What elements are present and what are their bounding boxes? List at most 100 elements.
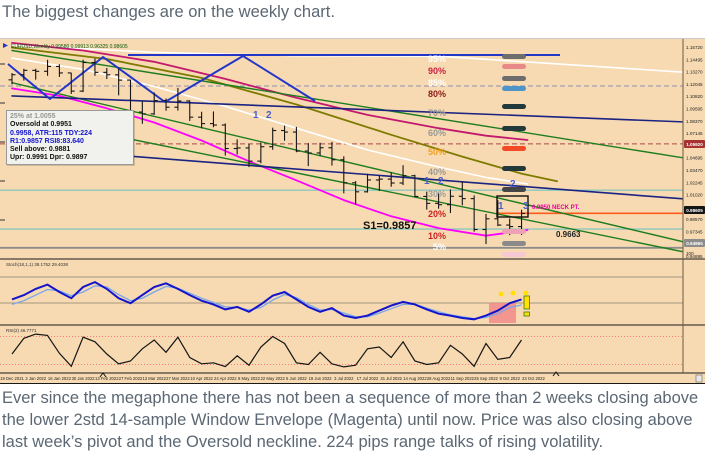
percent-label: 30% [428,189,446,199]
drawing-megaphone [7,55,316,103]
rsi-line [11,333,522,368]
wave-number: 1 [498,201,504,212]
price-tick: 0.97345 [686,230,703,235]
info-line-oversold: Oversold at 0.9951 [10,121,72,129]
exclamation-dot-icon [523,311,530,317]
date-tick: 3 Jul 2022 [334,376,354,381]
marker-pill [502,146,526,151]
date-tick: 25 Sep 2022 [474,376,498,381]
info-line-r1-rsi: R1:0.9857 RSI8:83.640 [10,137,84,145]
stoch-d-line [11,285,522,320]
wave-number: 1 [253,110,259,121]
info-line-atr: 0.9958, ATR:115 TDY:224 [10,129,92,137]
percent-label: 10% [428,231,446,241]
price-highlight-text: 0.98605 [686,208,703,213]
price-tick: 1.12045 [686,82,703,87]
date-axis[interactable]: 19 Dec 2021 2 Jan 2022 16 Jan 2022 30 Jan 2… [0,376,545,381]
percent-label: 20% [428,209,446,219]
wave-number: 1 [424,176,430,187]
stoch-k-line [11,280,522,321]
price-tick: 0.94895 [686,254,703,259]
alert-dot-icon [523,290,529,296]
wave-number: 2 [266,110,272,121]
overlay-pivot-navy-1 [11,95,683,123]
date-tick: 24 Apr 2022 [214,376,237,381]
overlay-envelope-upper [11,42,529,141]
price-tick: 1.09595 [686,107,703,112]
date-tick: 13 Feb 2022 [95,376,119,381]
marker-pill [502,64,526,69]
marker-pill [502,104,526,109]
price-annotation: S1=0.9857 [363,220,417,232]
candles [8,58,526,245]
caret-up-icon [552,371,560,377]
price-highlight [684,140,705,148]
title-marker-icon [3,43,8,48]
wave-number: 3 [523,201,529,212]
alert-dot-icon [498,291,504,297]
price-tick: 1.14495 [686,57,703,62]
percent-label: 50% [428,147,446,157]
price-tick: 1.01020 [686,193,703,198]
price-tick: 1.04695 [686,156,703,161]
range-box [496,195,529,218]
price-annotation: 0.9950 NECK PT. [532,205,580,211]
date-tick: 27 Mar 2022 [166,376,190,381]
date-tick: 9 Oct 2022 [499,376,520,381]
percent-label: 70% [428,108,446,118]
symbol-title: EURUSD,Weekly 0.99580 0.99913 0.96325 0.… [11,44,128,50]
date-tick: 27 Feb 2022 [119,376,143,381]
date-tick: 30 Jan 2022 [72,376,96,381]
percent-label: 80% [428,89,446,99]
marker-pill [502,252,526,257]
mt4-chart-window[interactable]: 95% 90% 85% 80% 70% 60% 50% 40% 30% 20% 10% 5% 1 2 1 2 1… [0,38,705,384]
wave-number: 2 [510,179,516,190]
rsi-panel[interactable] [0,333,683,368]
date-tick: 2 Jan 2022 [25,376,46,381]
price-highlight-text: 1.05920 [686,142,703,147]
percent-label: 90% [428,66,446,76]
date-tick: 19 Jun 2022 [309,376,333,381]
chart-canvas[interactable]: 95%90%85%80%70%60%50%40%30%20%10%5%1 21 21… [0,39,705,384]
price-tick: 1.15720 [686,45,703,50]
marker-pill [502,126,526,131]
date-tick: 10 Apr 2022 [190,376,213,381]
stoch-panel[interactable] [0,276,683,323]
date-tick: 31 Jul 2022 [380,376,402,381]
price-tick: 0.98570 [686,217,703,222]
price-tick: 1.08370 [686,119,703,124]
info-line-pivots: Upr: 0.9991 Dpr: 0.9897 [10,154,88,162]
price-tick: 1.03470 [686,168,703,173]
wave-number: 2 [438,176,444,187]
overlay-channel-green-2 [11,82,683,243]
price-tick: 1.13270 [686,70,703,75]
price-axis[interactable]: 1.15720 1.14495 1.13270 1.12045 1.10820 1.095… [684,45,705,383]
marker-pill [502,229,526,234]
price-tick: 1.02245 [686,180,703,185]
rsi-label: RSI(2) 46.7771 [6,328,37,333]
price-highlight [684,206,705,214]
date-tick: 19 Dec 2021 [0,376,24,381]
info-line-retrace: 25% at 1.0055 [10,113,56,120]
overlay-channel-green-1 [11,49,683,159]
indicator-info-box: 25% at 1.0055 Oversold at 0.9951 0.9958,… [6,110,134,165]
marker-pill [502,86,526,91]
date-tick: 28 Aug 2022 [427,376,451,381]
date-tick: 14 Aug 2022 [403,376,427,381]
intro-text: The biggest changes are on the weekly ch… [2,3,335,21]
info-line-sell: Sell above: 0.9881 [10,146,71,154]
date-tick: 17 Jul 2022 [357,376,379,381]
date-tick: 23 Oct 2022 [522,376,545,381]
marker-pill [502,54,526,59]
marker-pill [502,187,526,192]
overlay-envelope-lower-magenta [11,87,529,237]
scroll-marker[interactable] [695,374,703,383]
percent-label: 95% [428,54,446,64]
date-tick: 16 Jan 2022 [48,376,72,381]
marker-pill [502,76,526,81]
commentary-text: Ever since the megaphone there has not b… [2,389,699,451]
marker-pill [502,166,526,171]
date-tick: 13 Mar 2022 [142,376,166,381]
price-highlight-text: 0.94965 [686,241,703,246]
